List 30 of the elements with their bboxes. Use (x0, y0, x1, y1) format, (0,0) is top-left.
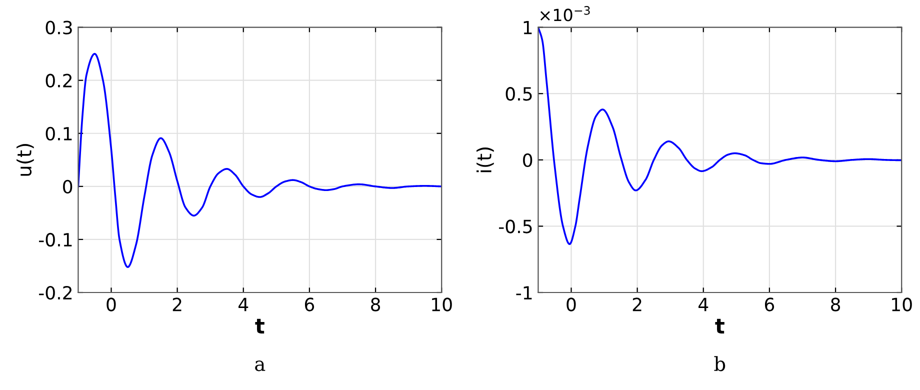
text: ×10$^{−3}$ (540, 6, 590, 22)
x-axis-title: t (715, 318, 724, 334)
y-tick-label: -1 (516, 286, 532, 300)
y-tick-label: 0.5 (506, 87, 532, 101)
y-tick-label: -0.5 (498, 220, 532, 234)
y-tick-label: 0 (63, 180, 72, 194)
y-axis-title: i(t) (476, 147, 494, 172)
x-tick-label: 4 (698, 298, 708, 312)
x-tick-label: 6 (304, 298, 314, 312)
x-tick-label: 0 (566, 298, 576, 312)
text: b (714, 356, 726, 372)
y-tick-label: 0.3 (46, 20, 72, 34)
text: a (255, 360, 266, 372)
x-tick-label: 10 (432, 298, 452, 312)
y-tick-label: -0.2 (38, 286, 72, 300)
x-tick-label: 8 (831, 298, 840, 312)
x-tick-label: 2 (172, 298, 182, 312)
x-tick-label: 2 (632, 298, 642, 312)
x-tick-label: 8 (371, 298, 380, 312)
x-tick-label: 4 (238, 298, 248, 312)
x-tick-label: 6 (764, 298, 774, 312)
y-tick-label: 0.2 (46, 74, 72, 88)
y-tick-label: -0.1 (38, 232, 72, 247)
y-tick-label: 0 (523, 153, 532, 168)
y-tick-label: 1 (524, 20, 532, 34)
x-tick-label: 0 (106, 298, 116, 312)
x-tick-label: 10 (892, 298, 912, 312)
y-tick-label: 0.1 (46, 126, 72, 140)
y-axis-title: u(t) (16, 144, 34, 176)
x-axis-title: t (255, 318, 264, 334)
